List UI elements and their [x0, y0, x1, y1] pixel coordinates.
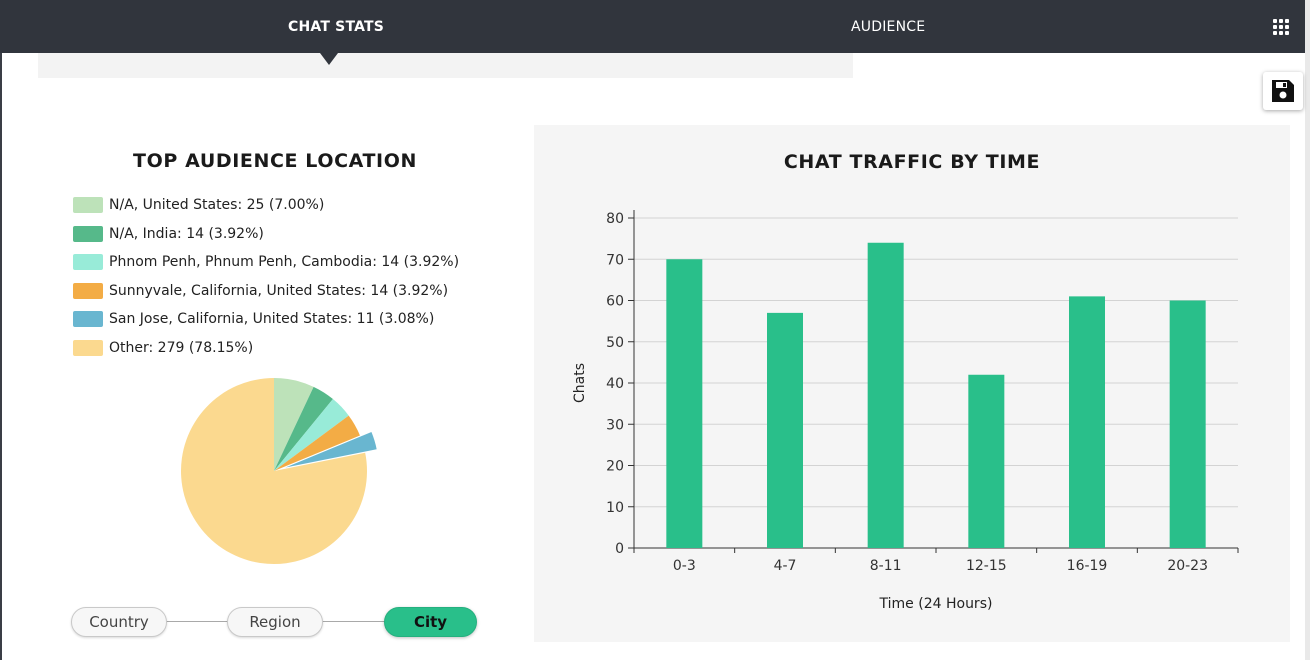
active-tab-caret — [320, 53, 338, 65]
x-tick-label: 16-19 — [1067, 558, 1108, 574]
x-axis-title: Time (24 Hours) — [879, 596, 993, 612]
tab-audience[interactable]: AUDIENCE — [851, 19, 926, 35]
x-tick-label: 8-11 — [870, 558, 902, 574]
bar — [666, 259, 703, 548]
city-toggle-button[interactable]: City — [384, 607, 477, 637]
legend-swatch — [73, 282, 103, 299]
y-tick-label: 0 — [615, 541, 624, 557]
save-button[interactable] — [1263, 72, 1303, 110]
y-tick-label: 70 — [606, 252, 624, 268]
chat-traffic-bar-chart: 0 10 20 30 40 50 60 70 80 0-3 4-7 8-11 12-15 16-19 20-… — [572, 210, 1239, 612]
legend-swatch — [73, 254, 103, 270]
bar — [1069, 296, 1105, 548]
bar — [1169, 300, 1206, 548]
window-right-edge — [1305, 0, 1310, 660]
legend-swatch — [73, 197, 103, 213]
legend-swatch — [73, 339, 103, 356]
bar — [767, 312, 803, 548]
x-tick-label: 0-3 — [673, 558, 696, 574]
apps-grid-icon[interactable] — [1266, 12, 1296, 42]
y-tick-label: 50 — [606, 335, 624, 351]
legend-label: Other: 279 (78.15%) — [109, 339, 254, 356]
chat-traffic-panel: CHAT TRAFFIC BY TIME 0 10 20 30 40 50 60 70 80 0-… — [534, 125, 1290, 642]
y-tick-label: 60 — [606, 294, 624, 310]
legend-label: N/A, India: 14 (3.92%) — [109, 225, 264, 242]
y-tick-label: 40 — [606, 376, 624, 392]
window-left-edge — [0, 53, 2, 660]
y-axis-title: Chats — [572, 363, 588, 403]
legend-label: N/A, United States: 25 (7.00%) — [109, 197, 325, 213]
top-nav-bar: CHAT STATS AUDIENCE — [0, 0, 1306, 53]
y-tick-label: 10 — [606, 500, 624, 516]
pie-slice — [285, 432, 377, 468]
pie-slice — [274, 378, 314, 471]
chat-traffic-title: CHAT TRAFFIC BY TIME — [783, 151, 1041, 173]
country-toggle-button[interactable]: Country — [71, 607, 167, 637]
legend-label: Phnom Penh, Phnum Penh, Cambodia: 14 (3.… — [109, 254, 460, 270]
legend-swatch — [73, 225, 103, 242]
y-tick-label: 20 — [606, 459, 624, 475]
x-tick-label: 20-23 — [1167, 558, 1208, 574]
legend-label: San Jose, California, United States: 11 … — [109, 311, 435, 327]
floppy-disk-icon — [1272, 80, 1294, 102]
bar — [867, 242, 904, 548]
y-tick-label: 80 — [606, 211, 624, 227]
legend-swatch — [73, 311, 103, 327]
pie-slice — [180, 378, 367, 564]
tab-chat-stats[interactable]: CHAT STATS — [288, 19, 385, 35]
bar — [968, 374, 1005, 548]
pie-slice — [274, 386, 333, 471]
region-toggle-button[interactable]: Region — [227, 607, 323, 637]
audience-location-title: TOP AUDIENCE LOCATION — [133, 150, 417, 172]
audience-location-pie-chart — [180, 378, 377, 564]
pie-slice — [274, 415, 360, 471]
x-tick-label: 12-15 — [966, 558, 1007, 574]
sub-header-strip — [38, 53, 853, 78]
legend-label: Sunnyvale, California, United States: 14… — [109, 282, 449, 299]
x-tick-label: 4-7 — [774, 558, 797, 574]
y-tick-label: 30 — [606, 417, 624, 433]
pie-slice — [274, 399, 349, 471]
